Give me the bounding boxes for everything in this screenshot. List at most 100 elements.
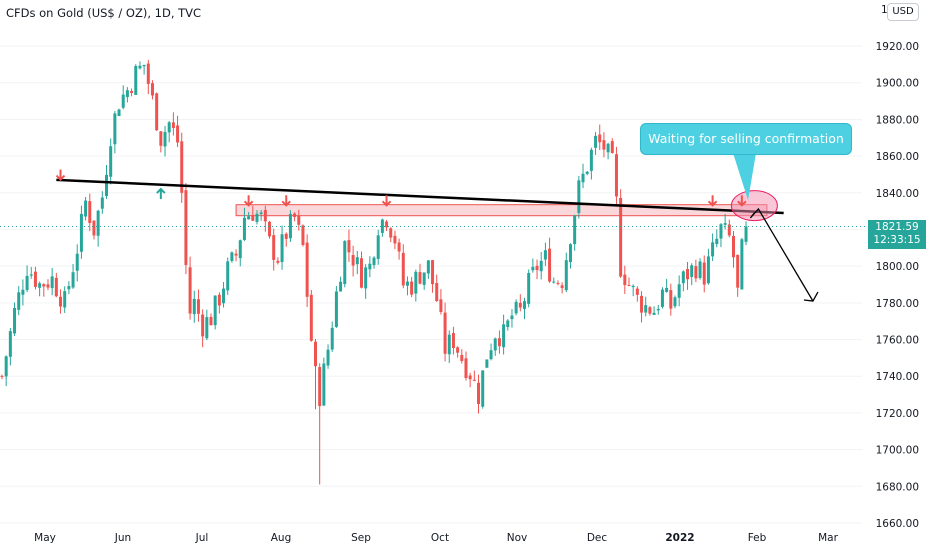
candle-body bbox=[426, 260, 430, 274]
candle-body bbox=[589, 149, 593, 171]
candle-body bbox=[443, 312, 447, 354]
candle-body bbox=[276, 260, 280, 263]
x-tick-label: Jul bbox=[195, 532, 209, 544]
candle-body bbox=[681, 271, 685, 284]
candle-body bbox=[518, 302, 522, 308]
candle-body bbox=[259, 212, 263, 214]
candle-body bbox=[368, 263, 372, 270]
candle-body bbox=[660, 289, 664, 307]
candle-body bbox=[347, 240, 351, 253]
candle-body bbox=[63, 291, 67, 308]
candle-body bbox=[706, 256, 710, 284]
candle-body bbox=[180, 141, 184, 193]
candle-body bbox=[376, 235, 380, 259]
candle-body bbox=[309, 294, 313, 341]
candle-body bbox=[21, 289, 25, 295]
candle-body bbox=[54, 277, 58, 297]
candle-body bbox=[255, 213, 259, 222]
candle-body bbox=[723, 223, 727, 225]
candle-body bbox=[201, 314, 205, 337]
candle-body bbox=[656, 308, 660, 311]
candle-body bbox=[4, 356, 8, 377]
candle-body bbox=[560, 285, 564, 289]
candle-body bbox=[67, 286, 71, 290]
candle-body bbox=[351, 255, 355, 266]
candle-body bbox=[121, 94, 125, 108]
candle-body bbox=[673, 297, 677, 307]
candle-body bbox=[217, 294, 221, 306]
candle-body bbox=[159, 131, 163, 146]
candle-body bbox=[13, 307, 17, 334]
candle-body bbox=[497, 338, 501, 347]
candle-body bbox=[238, 240, 242, 259]
candle-body bbox=[418, 272, 422, 284]
candle-body bbox=[414, 271, 418, 294]
y-tick-label: 1740.00 bbox=[876, 371, 919, 383]
candle-body bbox=[0, 375, 4, 377]
y-tick-label: 1720.00 bbox=[876, 408, 919, 420]
bar-countdown: 12:33:15 bbox=[873, 234, 921, 246]
candle-body bbox=[389, 228, 393, 238]
candle-body bbox=[523, 301, 526, 309]
candle-body bbox=[594, 135, 598, 148]
candle-body bbox=[711, 242, 715, 257]
candle-body bbox=[242, 217, 246, 240]
candle-body bbox=[288, 213, 292, 239]
candle-body bbox=[192, 298, 196, 315]
candle-body bbox=[113, 113, 117, 145]
markers bbox=[55, 169, 747, 207]
candle-body bbox=[460, 354, 464, 361]
y-tick-label: 1700.00 bbox=[876, 445, 919, 457]
candle-body bbox=[740, 239, 744, 290]
candle-body bbox=[117, 109, 121, 116]
candle-body bbox=[548, 248, 552, 282]
candle-body bbox=[477, 382, 481, 404]
candle-body bbox=[293, 213, 297, 218]
candle-body bbox=[539, 260, 543, 272]
candle-body bbox=[138, 65, 142, 69]
candle-body bbox=[247, 216, 251, 220]
candle-body bbox=[527, 272, 531, 304]
candle-body bbox=[581, 173, 585, 183]
y-tick-label: 1660.00 bbox=[876, 518, 919, 530]
candle-body bbox=[702, 262, 706, 285]
candle-body bbox=[79, 213, 83, 252]
candle-body bbox=[280, 234, 284, 263]
candle-body bbox=[196, 299, 200, 314]
candle-body bbox=[727, 224, 731, 236]
candle-body bbox=[134, 66, 138, 95]
projection-arrow-head bbox=[803, 291, 819, 302]
candle-body bbox=[585, 171, 589, 174]
descending-trendline bbox=[56, 178, 784, 215]
y-tick-label: 1680.00 bbox=[876, 481, 919, 493]
candle-body bbox=[694, 266, 698, 279]
last-price-value: 1821.59 bbox=[875, 221, 919, 233]
candle-body bbox=[272, 235, 276, 260]
candle-body bbox=[163, 131, 167, 147]
candle-body bbox=[606, 143, 610, 153]
candle-body bbox=[100, 197, 104, 209]
candle-body bbox=[401, 252, 405, 286]
candle-body bbox=[326, 349, 330, 366]
candle-body bbox=[25, 275, 29, 291]
candle-body bbox=[84, 200, 88, 217]
y-tick-label: 1880.00 bbox=[876, 114, 919, 126]
candle-body bbox=[732, 235, 735, 258]
candle-body bbox=[744, 226, 748, 242]
candle-body bbox=[305, 242, 309, 297]
candle-body bbox=[155, 93, 159, 131]
annotation-callout[interactable]: Waiting for selling confirmation bbox=[640, 123, 852, 155]
candle-body bbox=[719, 224, 723, 239]
candle-body bbox=[552, 281, 556, 283]
x-tick-label: Oct bbox=[431, 532, 449, 544]
candle-body bbox=[405, 281, 409, 286]
candle-body bbox=[234, 253, 238, 256]
candles bbox=[0, 59, 748, 485]
currency-button[interactable]: USD bbox=[887, 3, 919, 21]
candle-body bbox=[677, 284, 681, 298]
candle-body bbox=[435, 283, 439, 302]
candle-body bbox=[59, 296, 63, 307]
candle-body bbox=[167, 122, 171, 133]
